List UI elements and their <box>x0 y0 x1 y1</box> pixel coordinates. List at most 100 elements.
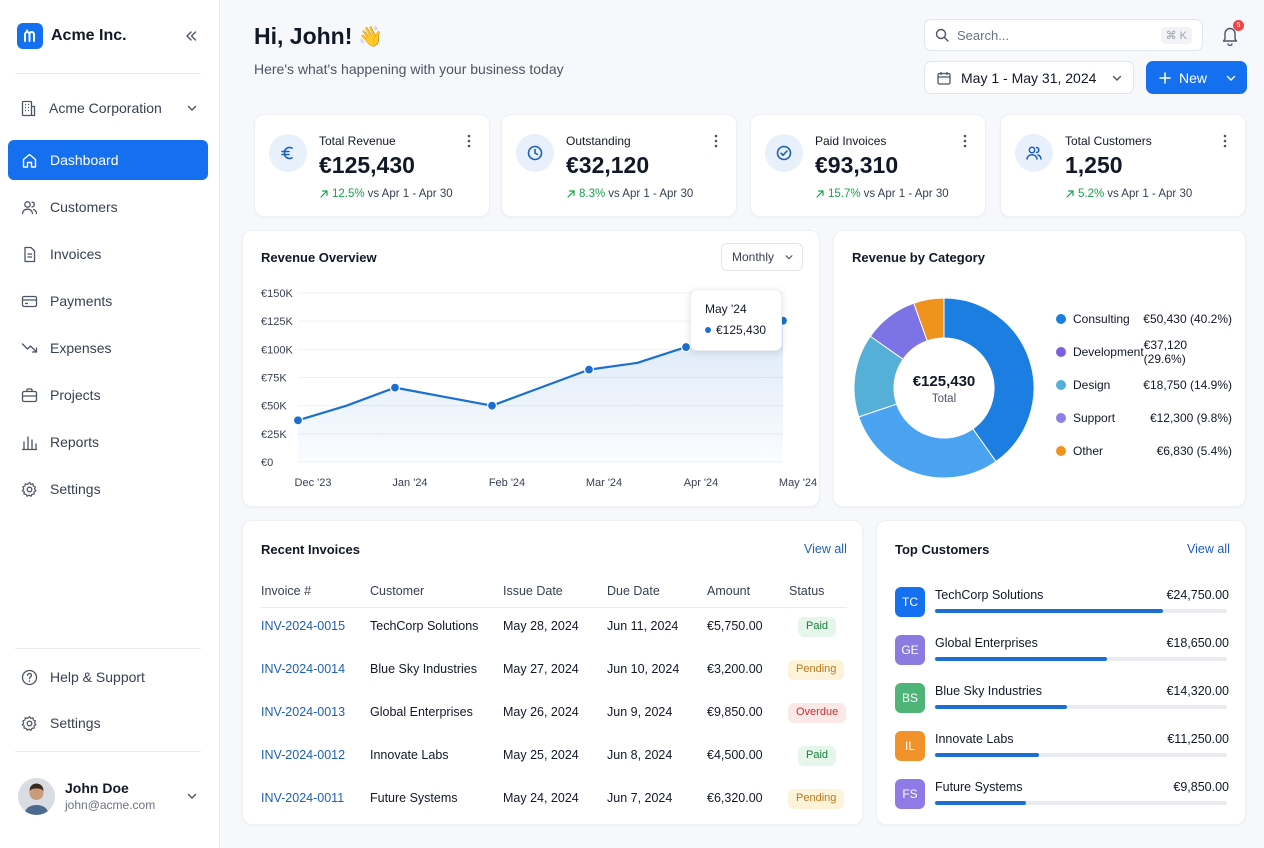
invoice-issue-date: May 26, 2024 <box>503 705 579 719</box>
table-row[interactable]: INV-2024-0013 Global Enterprises May 26,… <box>243 703 863 723</box>
sidebar-item-customers[interactable]: Customers <box>8 187 208 227</box>
bar-chart-icon <box>21 434 38 451</box>
stat-card-paid-invoices: Paid Invoices €93,310 15.7% vs Apr 1 - A… <box>750 114 986 217</box>
briefcase-icon <box>21 387 38 404</box>
revenue-overview-card: Revenue Overview Monthly €0 €25K €50K €75K €… <box>242 230 820 507</box>
sidebar-item-help[interactable]: Help & Support <box>8 657 208 697</box>
table-row[interactable]: INV-2024-0014 Blue Sky Industries May 27… <box>243 660 863 680</box>
donut-slice-other <box>913 297 945 342</box>
date-range-label: May 1 - May 31, 2024 <box>961 69 1097 86</box>
column-header-status[interactable]: Status <box>789 584 825 598</box>
legend-swatch <box>1056 446 1066 456</box>
list-item[interactable]: TC TechCorp Solutions €24,750.00 <box>895 587 1229 619</box>
sidebar-item-invoices[interactable]: Invoices <box>8 234 208 274</box>
stat-change: 15.7% vs Apr 1 - Apr 30 <box>815 188 949 200</box>
org-switcher[interactable]: Acme Corporation <box>20 96 198 120</box>
more-vertical-icon[interactable] <box>461 132 477 150</box>
legend-swatch <box>1056 413 1066 423</box>
date-range-picker[interactable]: May 1 - May 31, 2024 <box>924 61 1134 94</box>
table-row[interactable]: INV-2024-0015 TechCorp Solutions May 28,… <box>243 617 863 637</box>
legend-item[interactable]: Design €18,750 (14.9%) <box>1056 377 1232 393</box>
gear-icon <box>21 481 38 498</box>
legend-value: €12,300 (9.8%) <box>1149 411 1232 425</box>
notifications-button[interactable]: 5 <box>1220 20 1244 48</box>
legend-label: Development <box>1072 345 1144 359</box>
list-item[interactable]: FS Future Systems €9,850.00 <box>895 779 1229 811</box>
euro-icon <box>269 134 307 172</box>
user-menu[interactable]: John Doe john@acme.com <box>18 777 198 815</box>
more-vertical-icon[interactable] <box>708 132 724 150</box>
invoice-number-link[interactable]: INV-2024-0012 <box>261 748 346 762</box>
sidebar-item-reports[interactable]: Reports <box>8 422 208 462</box>
list-item[interactable]: GE Global Enterprises €18,650.00 <box>895 635 1229 667</box>
more-vertical-icon[interactable] <box>957 132 973 150</box>
stat-compare: vs Apr 1 - Apr 30 <box>1107 188 1193 200</box>
customer-progress-track <box>935 801 1227 805</box>
table-row[interactable]: INV-2024-0011 Future Systems May 24, 202… <box>243 789 863 809</box>
invoice-number-link[interactable]: INV-2024-0013 <box>261 705 346 719</box>
column-header-customer[interactable]: Customer <box>370 584 425 598</box>
recent-invoices-title: Recent Invoices <box>261 542 360 557</box>
sidebar-divider <box>15 73 201 74</box>
greeting-text: Hi, John! <box>254 23 353 49</box>
stat-label: Total Revenue <box>319 134 396 148</box>
invoice-number-link[interactable]: INV-2024-0015 <box>261 619 346 633</box>
list-item[interactable]: IL Innovate Labs €11,250.00 <box>895 731 1229 763</box>
period-select-value: Monthly <box>732 250 775 264</box>
users-icon <box>1015 134 1053 172</box>
customer-avatar: GE <box>895 635 925 665</box>
invoices-view-all-link[interactable]: View all <box>804 542 847 556</box>
gear-icon <box>21 715 38 732</box>
period-select[interactable]: Monthly <box>721 243 803 271</box>
legend-item[interactable]: Consulting €50,430 (40.2%) <box>1056 311 1232 327</box>
sidebar-item-label: Projects <box>50 387 101 403</box>
legend-item[interactable]: Development €37,120 (29.6%) <box>1056 338 1232 366</box>
chevron-down-icon[interactable] <box>1225 72 1237 84</box>
search-input[interactable] <box>957 27 1147 43</box>
invoice-number-link[interactable]: INV-2024-0014 <box>261 662 346 676</box>
stat-compare: vs Apr 1 - Apr 30 <box>608 188 694 200</box>
collapse-sidebar-icon[interactable] <box>183 28 199 44</box>
table-row[interactable]: INV-2024-0012 Innovate Labs May 25, 2024… <box>243 746 863 766</box>
sidebar-item-payments[interactable]: Payments <box>8 281 208 321</box>
column-header-due-date[interactable]: Due Date <box>607 584 660 598</box>
sidebar-item-footer-settings[interactable]: Settings <box>8 703 208 743</box>
x-tick-label: Mar '24 <box>586 477 622 489</box>
invoice-number-link[interactable]: INV-2024-0011 <box>261 791 345 805</box>
more-vertical-icon[interactable] <box>1217 132 1233 150</box>
invoice-customer: Future Systems <box>370 791 458 805</box>
stat-change-percent: 12.5% <box>332 188 365 200</box>
invoice-amount: €6,320.00 <box>707 791 763 805</box>
sidebar-item-expenses[interactable]: Expenses <box>8 328 208 368</box>
page-title: Hi, John! 👋 <box>254 23 383 50</box>
column-header-amount[interactable]: Amount <box>707 584 751 598</box>
stat-change: 8.3% vs Apr 1 - Apr 30 <box>566 188 693 200</box>
sidebar-item-label: Expenses <box>50 340 112 356</box>
status-badge: Pending <box>788 789 845 809</box>
data-point <box>292 415 304 426</box>
customer-name: Blue Sky Industries <box>935 684 1042 698</box>
credit-card-icon <box>21 293 38 310</box>
legend-item[interactable]: Support €12,300 (9.8%) <box>1056 410 1232 426</box>
brand[interactable]: Acme Inc. <box>17 23 127 49</box>
customer-name: Innovate Labs <box>935 732 1014 746</box>
notification-count-badge: 5 <box>1233 20 1244 31</box>
sidebar-item-settings[interactable]: Settings <box>8 469 208 509</box>
list-item[interactable]: BS Blue Sky Industries €14,320.00 <box>895 683 1229 715</box>
column-header-issue-date[interactable]: Issue Date <box>503 584 563 598</box>
customer-amount: €11,250.00 <box>1167 732 1229 746</box>
stat-card-total-customers: Total Customers 1,250 5.2% vs Apr 1 - Ap… <box>1000 114 1246 217</box>
new-button-label: New <box>1179 69 1208 86</box>
arrow-up-right-icon <box>567 190 575 198</box>
arrow-up-right-icon <box>816 190 824 198</box>
legend-item[interactable]: Other €6,830 (5.4%) <box>1056 443 1232 459</box>
customers-view-all-link[interactable]: View all <box>1187 542 1230 556</box>
sidebar-item-dashboard[interactable]: Dashboard <box>8 140 208 180</box>
sidebar-item-projects[interactable]: Projects <box>8 375 208 415</box>
new-button[interactable]: New <box>1146 61 1247 94</box>
column-header-invoice[interactable]: Invoice # <box>261 584 312 598</box>
revenue-overview-title: Revenue Overview <box>261 250 377 265</box>
stat-compare: vs Apr 1 - Apr 30 <box>863 188 949 200</box>
search-box[interactable]: ⌘ K <box>924 19 1203 51</box>
stat-card-total-revenue: Total Revenue €125,430 12.5% vs Apr 1 - … <box>254 114 490 217</box>
